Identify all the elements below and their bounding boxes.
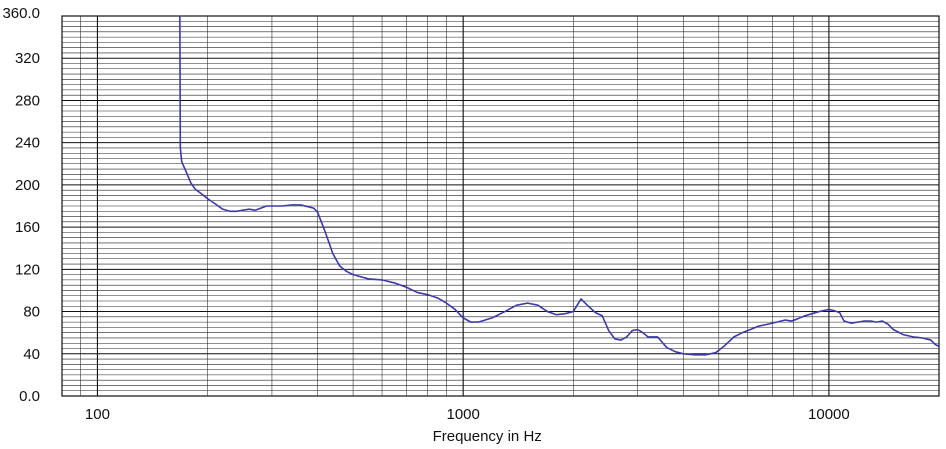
series-layer xyxy=(179,15,940,356)
minor-grid xyxy=(61,16,940,396)
y-tick-label: 200 xyxy=(15,177,40,194)
y-tick-label: 320 xyxy=(15,50,40,67)
y-tick-label: 280 xyxy=(15,92,40,109)
x-tick-label: 1000 xyxy=(446,406,479,423)
plot-frame xyxy=(61,15,940,397)
y-tick-label: 160 xyxy=(15,219,40,236)
y-axis-tick-labels: 0.0 40 80 120 160 200 240 280 320 360.0 xyxy=(2,5,40,405)
x-axis-label: Frequency in Hz xyxy=(433,428,542,445)
x-tick-label: 10000 xyxy=(808,406,850,423)
x-tick-label: 100 xyxy=(85,406,110,423)
series-line xyxy=(179,15,940,356)
y-tick-label: 240 xyxy=(15,135,40,152)
y-tick-label: 360.0 xyxy=(2,5,40,22)
y-tick-label: 80 xyxy=(23,304,40,321)
y-tick-label: 120 xyxy=(15,261,40,278)
x-axis-tick-labels: 100 1000 10000 xyxy=(85,406,850,423)
y-tick-label: 0.0 xyxy=(19,388,40,405)
y-tick-label: 40 xyxy=(23,346,40,363)
